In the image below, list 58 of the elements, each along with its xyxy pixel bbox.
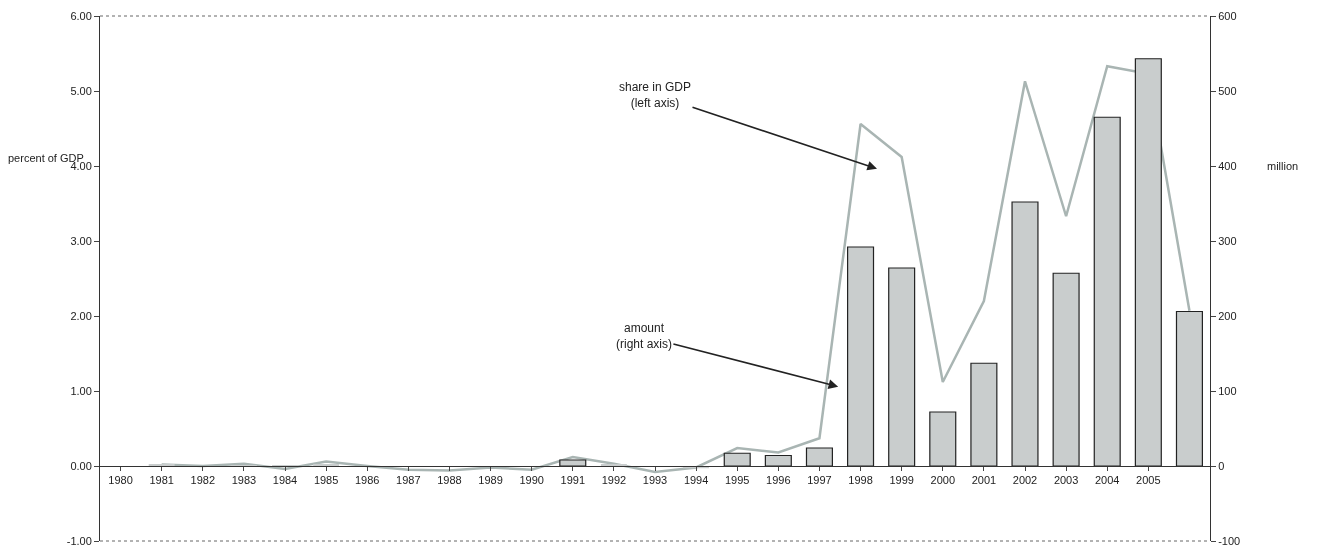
y2-tick-label: 300 [1218, 234, 1237, 247]
y2-tick-label: 100 [1218, 384, 1237, 397]
y-tick-label: 6.00 [70, 9, 92, 22]
bar [805, 447, 833, 467]
x-tick-label: 1999 [889, 474, 914, 487]
y2-axis-title: million [1267, 160, 1299, 172]
annotation: amount (right axis) [616, 321, 673, 351]
bar [723, 452, 751, 467]
line-series [160, 65, 1191, 474]
x-tick-label: 1988 [437, 474, 462, 487]
x-tick-label: 1994 [683, 474, 709, 487]
x-tick-label: 2003 [1053, 474, 1079, 487]
bar [847, 246, 875, 467]
y2-tick-label: 400 [1218, 159, 1237, 172]
y2-tick-label: 200 [1218, 309, 1237, 322]
y-tick-label: 1.00 [70, 384, 92, 397]
annotation: share in GDP (left axis) [619, 80, 692, 110]
x-tick-label: 1989 [478, 474, 503, 487]
x-tick-label: 1991 [560, 474, 586, 487]
x-tick-label: 1984 [272, 474, 298, 487]
bar [970, 362, 998, 467]
bar [888, 267, 916, 467]
bar [1134, 58, 1162, 467]
bar [764, 454, 792, 467]
x-tick-label: 1982 [190, 474, 216, 487]
y2-tick-label: 600 [1218, 9, 1237, 22]
bar [1175, 310, 1203, 467]
y-tick-label: 5.00 [70, 84, 92, 97]
x-tick-label: 2004 [1094, 474, 1120, 487]
x-tick-label: 1995 [724, 474, 750, 487]
x-tick-label: 2002 [1012, 474, 1038, 487]
bar [1093, 116, 1121, 467]
x-tick-label: 2001 [971, 474, 997, 487]
y2-tick-label: -100 [1218, 534, 1241, 547]
x-tick-label: 1990 [519, 474, 544, 487]
x-tick-label: 1997 [807, 474, 832, 487]
bar [559, 459, 587, 467]
x-tick-label: 1987 [396, 474, 421, 487]
y-tick-label: -1.00 [66, 534, 92, 547]
bar [1052, 272, 1080, 467]
x-tick-label: 1983 [231, 474, 257, 487]
x-tick-label: 1986 [354, 474, 380, 487]
x-tick-label: 1998 [848, 474, 873, 487]
x-tick-label: 1993 [642, 474, 668, 487]
x-tick-label: 1981 [149, 474, 174, 487]
x-tick-label: 1996 [766, 474, 791, 487]
y-tick-label: 3.00 [70, 234, 92, 247]
x-tick-label: 2005 [1136, 474, 1161, 487]
x-tick-label: 2000 [930, 474, 956, 487]
bar [929, 411, 957, 467]
bar [1011, 201, 1039, 467]
y-tick-label: 2.00 [70, 309, 92, 322]
y2-tick-label: 0 [1218, 459, 1225, 472]
y-tick-label: 0.00 [70, 459, 92, 472]
x-tick-label: 1985 [313, 474, 339, 487]
x-tick-label: 1980 [108, 474, 133, 487]
y2-tick-label: 500 [1218, 84, 1237, 97]
x-tick-label: 1992 [601, 474, 627, 487]
